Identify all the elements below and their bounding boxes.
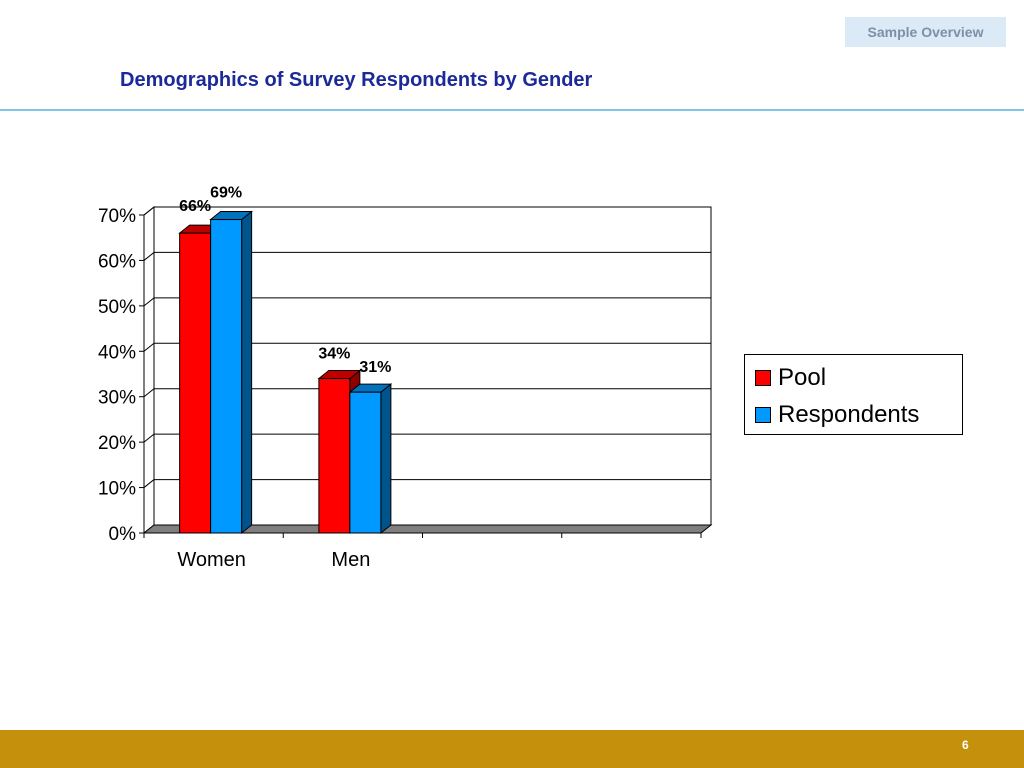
gridline-side [143,388,155,398]
page-title: Demographics of Survey Respondents by Ge… [120,69,593,91]
y-tick-label: 60% [98,251,136,272]
chart-legend: Pool Respondents [744,354,963,435]
gridline-side [143,206,155,216]
gridline-side [143,342,155,352]
page-number: 6 [962,738,969,752]
x-tick-label: Men [331,549,370,571]
legend-item-respondents: Respondents [755,401,919,429]
y-tick-label: 30% [98,388,136,409]
gridline-side [143,433,155,443]
bar-side [380,383,392,535]
bar-pool-men [318,378,351,534]
bar-respondents-women [210,219,243,534]
legend-swatch-respondents [755,407,771,423]
legend-label-pool: Pool [778,364,827,391]
y-tick-label: 20% [98,433,136,454]
data-label: 31% [359,359,391,376]
y-tick-label: 0% [109,524,137,545]
y-tick-label: 10% [98,479,136,500]
y-tick-label: 40% [98,342,136,363]
y-tick-label: 50% [98,297,136,318]
gridline-side [143,479,155,488]
y-tick-label: 70% [98,206,136,227]
data-label: 66% [179,198,211,215]
title-divider [0,109,1024,111]
section-tag: Sample Overview [845,17,1006,47]
x-tick-label: Women [177,549,246,571]
footer-bar [0,730,1024,768]
legend-label-respondents: Respondents [778,401,920,428]
legend-swatch-pool [755,370,771,386]
legend-item-pool: Pool [755,364,826,392]
bar-side [241,210,253,535]
data-label: 69% [210,185,242,202]
bar-respondents-men [349,391,382,534]
data-label: 34% [318,346,350,363]
bar-pool-women [179,232,212,534]
gridline-side [143,297,155,307]
gridline-side [143,252,155,261]
